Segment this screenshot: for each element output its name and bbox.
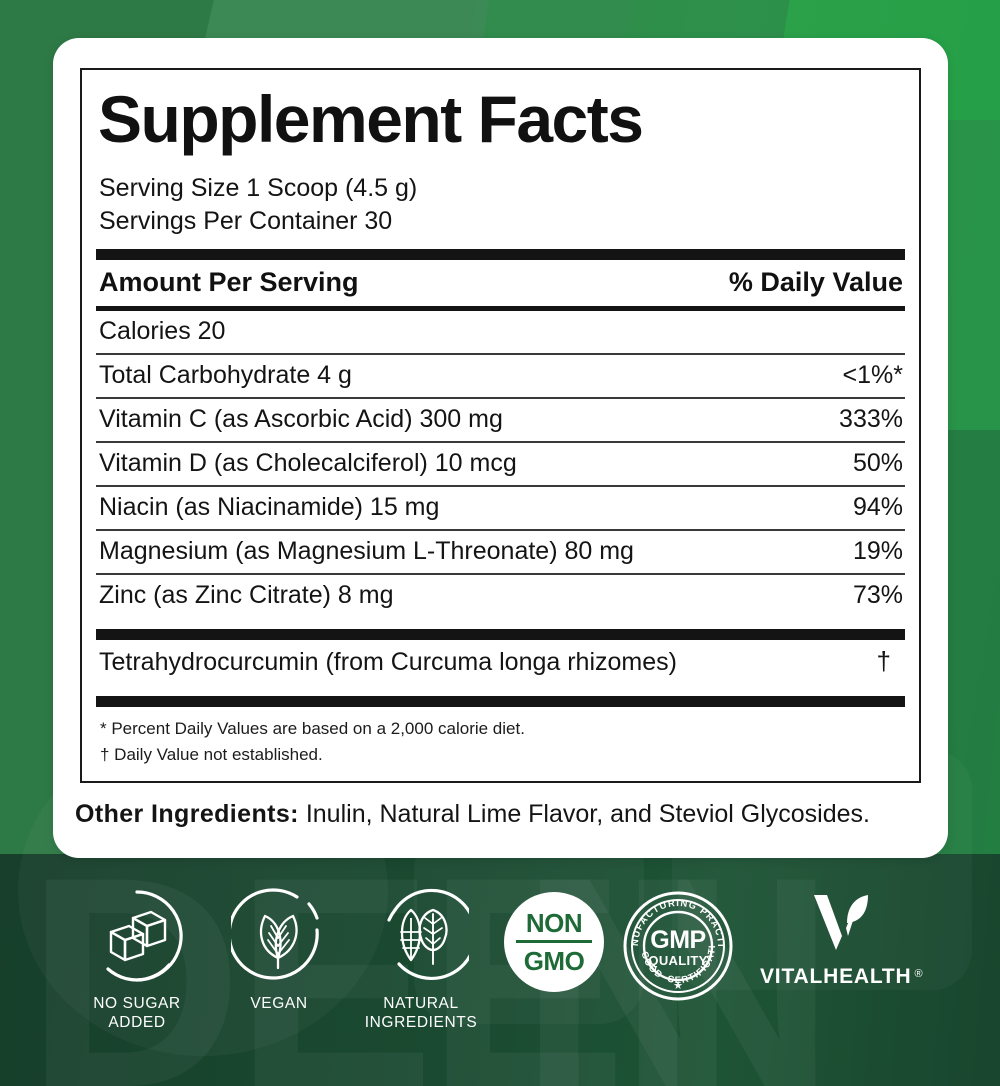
- badge-label-line2: INGREDIENTS: [364, 1013, 478, 1031]
- sugar-cubes-icon: [106, 890, 183, 982]
- table-row: Niacin (as Niacinamide) 15 mg 94%: [96, 487, 905, 529]
- rule-medium-under-header: [96, 306, 905, 311]
- brand-name-text: VITALHEALTH: [760, 965, 912, 988]
- supplement-facts-panel: Supplement Facts Serving Size 1 Scoop (4…: [80, 68, 921, 783]
- non-gmo-top-text: NON: [516, 910, 592, 943]
- badge-label-line1: VEGAN: [250, 995, 308, 1012]
- svg-text:GMP: GMP: [650, 926, 705, 954]
- other-ingredients-label: Other Ingredients:: [75, 800, 299, 828]
- badge-non-gmo: NON GMO: [496, 892, 612, 992]
- badge-label-vegan: VEGAN: [250, 995, 307, 1014]
- row-daily-value: 94%: [852, 493, 903, 521]
- rule-thin: [96, 573, 905, 575]
- footnotes: * Percent Daily Values are based on a 2,…: [96, 707, 905, 769]
- svg-text:★: ★: [673, 980, 683, 992]
- svg-text:QUALITY: QUALITY: [648, 953, 707, 968]
- gmp-seal-icon: MANUFACTURING PRACTICE GOOD CERTIFICATIO…: [622, 890, 733, 1001]
- page-title: Supplement Facts: [98, 82, 644, 156]
- serving-info: Serving Size 1 Scoop (4.5 g) Servings Pe…: [96, 172, 905, 237]
- nutrient-rows: Calories 20 Total Carbohydrate 4 g <1%* Vit…: [96, 311, 905, 617]
- badge-vegan: VEGAN: [208, 888, 350, 1014]
- badge-label-line1: NATURAL: [383, 995, 459, 1012]
- rule-thin: [96, 529, 905, 531]
- table-row: Zinc (as Zinc Citrate) 8 mg 73%: [96, 575, 905, 617]
- non-gmo-seal-icon: NON GMO: [504, 892, 604, 992]
- table-row: Vitamin C (as Ascorbic Acid) 300 mg 333%: [96, 399, 905, 441]
- rule-thick-below-proprietary: [96, 696, 905, 707]
- header-percent-daily-value: % Daily Value: [728, 267, 903, 297]
- table-row-proprietary: Tetrahydrocurcumin (from Curcuma longa r…: [96, 640, 905, 684]
- badge-label-line2: ADDED: [108, 1013, 166, 1031]
- badge-ring-no-sugar: [89, 888, 185, 984]
- table-row: Magnesium (as Magnesium L-Threonate) 80 …: [96, 531, 905, 573]
- badge-gmp: MANUFACTURING PRACTICE GOOD CERTIFICATIO…: [612, 890, 744, 1002]
- row-daily-value: 50%: [852, 449, 903, 477]
- row-name: Zinc (as Zinc Citrate) 8 mg: [99, 581, 394, 609]
- row-daily-value: 19%: [852, 537, 903, 565]
- rule-thick-top: [96, 249, 905, 260]
- badge-natural-ingredients: NATURAL INGREDIENTS: [350, 888, 492, 1033]
- badge-no-sugar-added: NO SUGAR ADDED: [66, 888, 208, 1033]
- row-name: Magnesium (as Magnesium L-Threonate) 80 …: [99, 537, 634, 565]
- table-row: Total Carbohydrate 4 g <1%*: [96, 355, 905, 397]
- other-ingredients-text: Inulin, Natural Lime Flavor, and Steviol…: [298, 800, 870, 828]
- plants-icon: [387, 888, 469, 981]
- row-daily-value: 333%: [839, 405, 903, 433]
- serving-size: Serving Size 1 Scoop (4.5 g): [99, 174, 418, 202]
- rule-thin: [96, 441, 905, 443]
- row-name: Niacin (as Niacinamide) 15 mg: [99, 493, 440, 521]
- servings-per-container: Servings Per Container 30: [99, 206, 393, 235]
- table-row: Vitamin D (as Cholecalciferol) 10 mcg 50%: [96, 443, 905, 485]
- brand-registered-mark: ®: [914, 968, 924, 980]
- brand-name-row: VITALHEALTH ®: [760, 965, 923, 989]
- table-row: Calories 20: [96, 311, 905, 353]
- rule-thin: [96, 485, 905, 487]
- row-daily-value: <1%*: [842, 361, 903, 389]
- row-name: Vitamin D (as Cholecalciferol) 10 mcg: [99, 449, 517, 477]
- leaves-icon: [231, 888, 319, 980]
- badge-ring-vegan: [231, 888, 327, 984]
- row-name-proprietary: Tetrahydrocurcumin (from Curcuma longa r…: [99, 648, 677, 676]
- row-daily-value: 73%: [852, 581, 903, 609]
- table-header-row: Amount Per Serving % Daily Value: [96, 260, 905, 306]
- rule-thin: [96, 397, 905, 399]
- row-name: Calories 20: [99, 317, 226, 345]
- footnote-daily-values: * Percent Daily Values are based on a 2,…: [100, 719, 525, 738]
- badge-label-line1: NO SUGAR: [93, 995, 181, 1012]
- vitalhealth-v-leaf-icon: [813, 895, 868, 950]
- header-amount-per-serving: Amount Per Serving: [99, 267, 359, 297]
- row-dv-proprietary: †: [876, 646, 891, 676]
- badge-strip: NO SUGAR ADDED VEGAN: [0, 860, 1000, 1086]
- footnote-dagger: † Daily Value not established.: [100, 745, 323, 765]
- badge-label-natural: NATURAL INGREDIENTS: [365, 995, 478, 1033]
- non-gmo-bottom-text: GMO: [523, 946, 585, 976]
- watermark-text-left: DEEN: [26, 832, 835, 1086]
- rule-thick-above-proprietary: [96, 629, 905, 640]
- brand-logo: VITALHEALTH ®: [760, 892, 923, 989]
- badge-ring-natural: [373, 888, 469, 984]
- supplement-facts-card: Supplement Facts Serving Size 1 Scoop (4…: [53, 38, 948, 858]
- row-name: Total Carbohydrate 4 g: [99, 361, 352, 389]
- other-ingredients: Other Ingredients: Inulin, Natural Lime …: [75, 798, 931, 830]
- rule-thin: [96, 353, 905, 355]
- row-name: Vitamin C (as Ascorbic Acid) 300 mg: [99, 405, 503, 433]
- badge-label-no-sugar: NO SUGAR ADDED: [93, 995, 180, 1033]
